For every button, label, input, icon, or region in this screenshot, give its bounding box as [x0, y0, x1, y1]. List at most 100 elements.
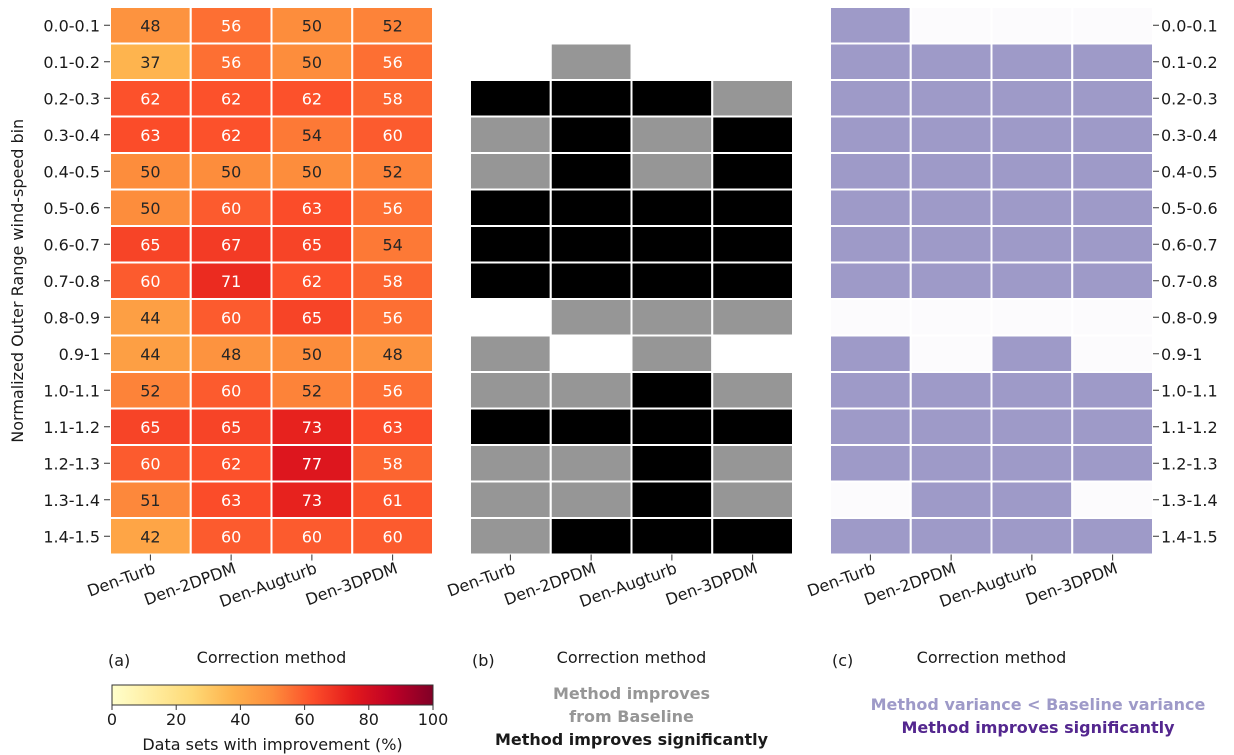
- colorbar-tick-label: 40: [230, 710, 250, 729]
- data-label: 65: [302, 235, 322, 254]
- data-label: 42: [140, 527, 160, 546]
- heatmap-cell: [469, 79, 552, 118]
- heatmap-cell: [270, 517, 354, 556]
- heatmap-cell: [630, 444, 714, 483]
- heatmap-cell: [909, 42, 993, 81]
- data-label: 56: [382, 199, 402, 218]
- y-tick-label: 0.0-0.1: [1161, 16, 1218, 35]
- y-tick-label: 1.3-1.4: [1161, 491, 1218, 510]
- heatmap-cell: [909, 188, 993, 227]
- y-axis-label: Normalized Outer Range wind-speed bin: [8, 119, 27, 443]
- heatmap-cell: [549, 517, 633, 556]
- y-tick-label: 0.7-0.8: [43, 272, 100, 291]
- heatmap-cell: [711, 188, 794, 227]
- y-tick-label: 1.0-1.1: [1161, 381, 1218, 400]
- y-tick-label: 1.2-1.3: [43, 454, 100, 473]
- heatmap-cell: [189, 480, 273, 519]
- heatmap-cell: [711, 517, 794, 556]
- heatmap-cell: [1071, 371, 1154, 410]
- heatmap-cell: [909, 261, 993, 300]
- legend-entry-variance: Method variance < Baseline variance: [871, 695, 1206, 714]
- heatmap-cell: [990, 480, 1074, 519]
- heatmap-cell: [189, 79, 273, 118]
- y-tick-label: 0.7-0.8: [1161, 272, 1218, 291]
- heatmap-cell: [549, 371, 633, 410]
- y-tick-label: 1.3-1.4: [43, 491, 100, 510]
- heatmap-cell: [469, 407, 552, 446]
- data-label: 48: [140, 16, 160, 35]
- heatmap-cell: [990, 407, 1074, 446]
- data-label: 50: [302, 53, 322, 72]
- data-label: 37: [140, 53, 160, 72]
- heatmap-cell: [351, 480, 434, 519]
- heatmap-cell: [711, 298, 794, 337]
- data-label: 62: [221, 89, 241, 108]
- heatmap-cell: [189, 371, 273, 410]
- heatmap-cell: [829, 188, 912, 227]
- data-label: 44: [140, 308, 160, 327]
- data-label: 44: [140, 345, 160, 364]
- heatmap-cell: [351, 152, 434, 191]
- y-tick-label: 0.6-0.7: [43, 235, 100, 254]
- heatmap-cell: [829, 79, 912, 118]
- data-label: 50: [140, 199, 160, 218]
- heatmap-cell: [909, 371, 993, 410]
- heatmap-cell: [109, 444, 192, 483]
- heatmap-cell: [549, 6, 633, 45]
- heatmap-cell: [909, 480, 993, 519]
- heatmap-cell: [469, 6, 552, 45]
- heatmap-cell: [829, 407, 912, 446]
- data-label: 56: [382, 381, 402, 400]
- heatmap-cell: [711, 480, 794, 519]
- heatmap-cell: [829, 42, 912, 81]
- heatmap-cell: [829, 371, 912, 410]
- heatmap-cell: [711, 225, 794, 264]
- heatmap-cell: [469, 371, 552, 410]
- heatmap-cell: [549, 79, 633, 118]
- heatmap-cell: [109, 407, 192, 446]
- heatmap-cell: [469, 517, 552, 556]
- heatmap-cell: [469, 298, 552, 337]
- heatmap-cell: [829, 298, 912, 337]
- y-tick-label: 0.9-1: [59, 345, 100, 364]
- heatmap-cell: [630, 115, 714, 154]
- data-label: 71: [221, 272, 241, 291]
- data-label: 62: [302, 89, 322, 108]
- heatmap-cell: [1071, 79, 1154, 118]
- y-tick-label: 1.4-1.5: [43, 527, 100, 546]
- heatmap-cell: [829, 225, 912, 264]
- y-tick-label: 0.2-0.3: [1161, 89, 1218, 108]
- heatmap-cell: [189, 42, 273, 81]
- heatmap-cell: [189, 115, 273, 154]
- heatmap-cell: [990, 188, 1074, 227]
- heatmap-cell: [711, 334, 794, 373]
- panel-label: (a): [108, 651, 130, 670]
- x-tick-label: Den-3DPDM: [663, 558, 760, 609]
- y-tick-label: 0.2-0.3: [43, 89, 100, 108]
- heatmap-cell: [711, 115, 794, 154]
- colorbar-tick-label: 80: [359, 710, 379, 729]
- y-tick-label: 0.1-0.2: [43, 53, 100, 72]
- x-tick-label: Den-3DPDM: [303, 558, 400, 609]
- data-label: 61: [382, 491, 402, 510]
- panel-label: (b): [472, 651, 495, 670]
- heatmap-cell: [990, 371, 1074, 410]
- heatmap-cell: [990, 42, 1074, 81]
- data-label: 58: [382, 89, 402, 108]
- heatmap-cell: [990, 79, 1074, 118]
- heatmap-cell: [549, 334, 633, 373]
- data-label: 73: [302, 418, 322, 437]
- heatmap-cell: [630, 480, 714, 519]
- heatmap-cell: [1071, 188, 1154, 227]
- heatmap-cell: [711, 6, 794, 45]
- heatmap-cell: [469, 152, 552, 191]
- heatmap-cell: [270, 225, 354, 264]
- heatmap-cell: [909, 444, 993, 483]
- heatmap-cell: [549, 115, 633, 154]
- heatmap-cell: [469, 334, 552, 373]
- heatmap-cell: [351, 79, 434, 118]
- heatmap-cell: [469, 115, 552, 154]
- y-tick-label: 1.2-1.3: [1161, 454, 1218, 473]
- heatmap-cell: [351, 188, 434, 227]
- heatmap-cell: [469, 444, 552, 483]
